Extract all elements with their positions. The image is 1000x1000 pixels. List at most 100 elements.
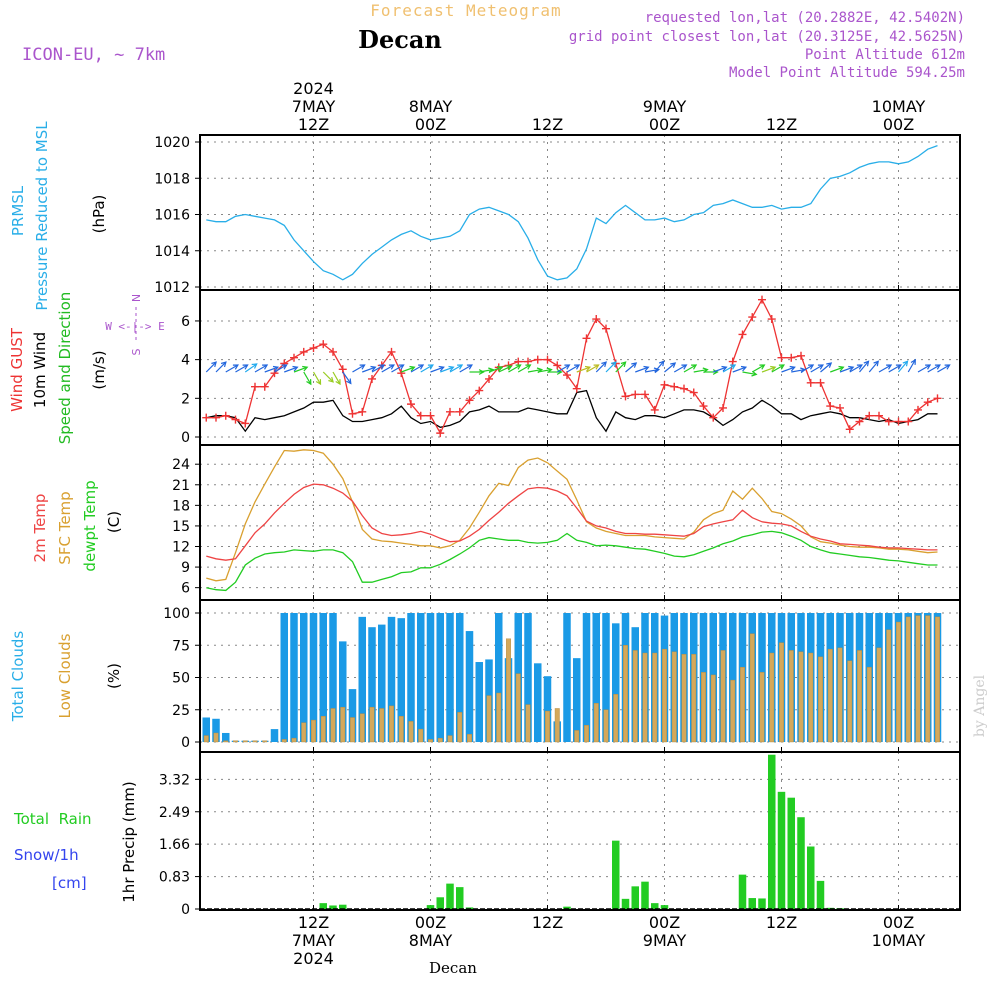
wind-gust-marker <box>738 330 747 339</box>
wind-arrow <box>205 361 217 373</box>
low-cloud-bar <box>369 706 375 743</box>
temp-sfc-line <box>206 449 938 582</box>
wind-gust-marker <box>680 384 688 393</box>
wind-gust-marker <box>329 347 337 356</box>
wind-arrow <box>791 368 806 373</box>
pressure-ytick-label: 1018 <box>154 171 190 187</box>
wind-arrow-head <box>873 360 879 367</box>
low-cloud-bar <box>252 740 258 743</box>
rain-bar <box>758 898 766 909</box>
wind-arrow <box>849 364 863 373</box>
wind-arrow <box>215 361 227 373</box>
wind-arrow-head <box>691 364 698 370</box>
total-cloud-bar <box>378 624 386 742</box>
low-cloud-bar <box>896 621 901 743</box>
wind-arrow-head <box>863 360 870 367</box>
wind-arrow <box>459 364 473 373</box>
time-label-top: 10MAY <box>872 97 926 116</box>
wind-gust-marker <box>309 344 318 353</box>
wind-gust-marker <box>582 334 591 343</box>
precip-panel: 0 0.83 1.66 2.49 3.32 <box>159 751 961 918</box>
wind-arrow <box>654 360 665 373</box>
low-cloud-bar <box>486 695 492 743</box>
wind-arrow <box>391 364 404 373</box>
wind-arrow <box>352 364 365 373</box>
temp-label-dewpt: dewpt Temp <box>81 480 99 571</box>
wind-gust-marker <box>299 347 308 356</box>
wind-gust-marker <box>865 411 874 420</box>
wind-arrow <box>878 364 892 373</box>
wind-arrow <box>693 368 708 373</box>
clouds-ytick-label: 50 <box>172 671 190 687</box>
rain-bar <box>641 881 649 909</box>
wind-arrow-head <box>370 365 377 372</box>
total-cloud-bar <box>573 658 581 742</box>
clouds-label-total: Total Clouds <box>9 631 27 723</box>
wind-arrow <box>635 366 649 373</box>
low-cloud-bar <box>437 737 443 743</box>
wind-gust-marker <box>543 355 552 364</box>
pressure-ytick-label: 1020 <box>154 135 190 151</box>
rain-bar <box>456 887 464 909</box>
wind-label-speed-dir: Speed and Direction <box>56 292 74 445</box>
total-cloud-bar <box>407 613 415 742</box>
low-cloud-bar <box>428 739 433 743</box>
wind-gust-marker <box>241 419 250 428</box>
wind-arrow-head <box>653 367 661 374</box>
low-cloud-bar <box>905 616 911 743</box>
wind-arrow-head <box>886 364 893 370</box>
total-cloud-bar <box>280 613 288 742</box>
wind-gust-marker <box>202 413 211 422</box>
wind-arrow <box>664 362 676 373</box>
wind-arrow <box>576 366 591 373</box>
temp-ytick-label: 24 <box>172 457 190 473</box>
low-cloud-bar <box>730 679 736 743</box>
time-label-bottom: 00Z <box>883 913 914 932</box>
temp-label-2m: 2m Temp <box>31 494 49 563</box>
wind-arrow <box>284 366 298 373</box>
low-cloud-bar <box>340 706 346 743</box>
wind-arrow <box>449 364 463 373</box>
low-cloud-bar <box>389 705 394 743</box>
time-label-top: 00Z <box>649 115 680 134</box>
time-label-bottom: 00Z <box>649 913 680 932</box>
low-cloud-bar <box>496 692 502 743</box>
wind-arrow <box>713 366 727 373</box>
wind-label-gust: Wind GUST <box>8 327 26 412</box>
wind-arrow <box>820 362 832 373</box>
total-cloud-bar <box>436 613 444 742</box>
total-cloud-bar <box>465 631 474 742</box>
pressure-ytick-label: 1012 <box>154 280 190 296</box>
wind-arrow <box>303 371 312 385</box>
wind-arrow-head <box>281 364 288 370</box>
time-label-bottom: 9MAY <box>643 931 687 950</box>
wind-arrow-head <box>751 370 758 377</box>
wind-arrow <box>673 364 687 373</box>
clouds-ytick-label: 25 <box>172 703 190 719</box>
wind-arrow-head <box>272 365 280 372</box>
total-cloud-bar <box>446 613 454 742</box>
total-cloud-bar <box>397 618 405 742</box>
wind-gust-marker <box>689 388 698 397</box>
wind-arrow-head <box>838 365 845 372</box>
low-cloud-bar <box>525 704 531 743</box>
wind-gust-marker <box>231 415 240 424</box>
total-cloud-bar <box>417 613 425 742</box>
total-cloud-bar <box>300 613 308 742</box>
low-cloud-bar <box>330 708 336 743</box>
low-cloud-bar <box>506 638 511 743</box>
wind-gust-marker <box>436 429 445 438</box>
low-cloud-bar <box>311 719 316 743</box>
wind-arrow-head <box>620 361 627 368</box>
wind-arrow-head <box>262 364 269 370</box>
total-cloud-bar <box>456 613 464 742</box>
temp-ytick-label: 6 <box>181 581 190 597</box>
wind-arrow <box>566 364 580 373</box>
rain-bar <box>329 905 337 909</box>
total-cloud-bar <box>534 663 542 742</box>
pressure-panel: 1012 1014 1016 1018 1020 <box>154 134 961 296</box>
wind-gust-marker <box>797 351 805 360</box>
temp-dewpt-line <box>206 530 938 592</box>
low-cloud-bar <box>545 710 550 743</box>
